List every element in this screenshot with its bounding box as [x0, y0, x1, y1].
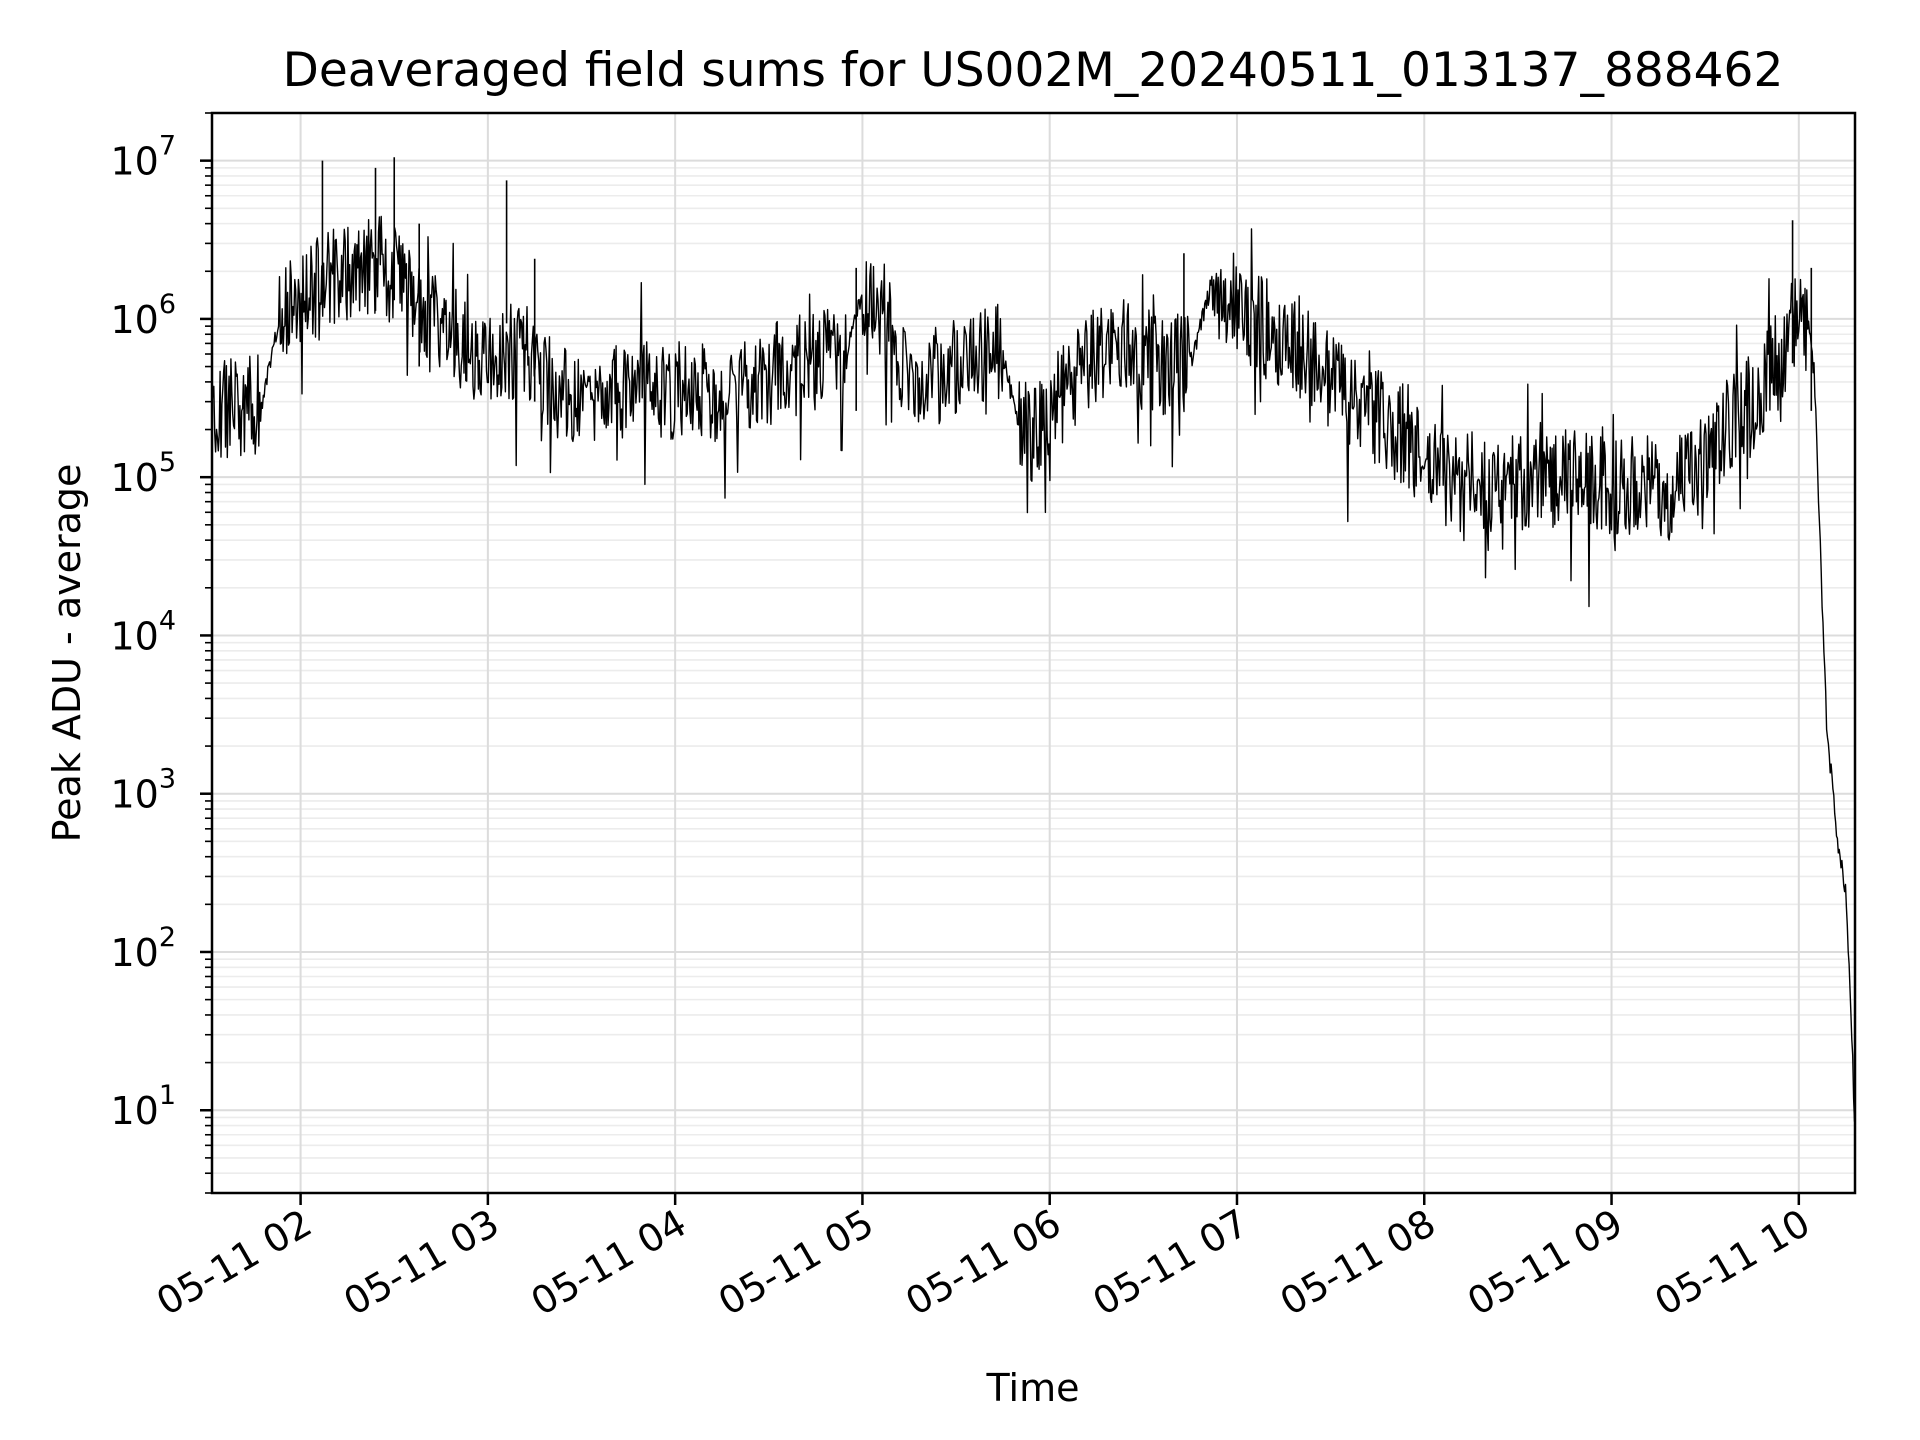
y-tick-base: 10 — [110, 773, 158, 817]
y-tick-label: 103 — [110, 764, 176, 817]
grid — [212, 112, 1855, 1194]
y-tick-exponent: 1 — [159, 1080, 176, 1111]
y-tick-label: 106 — [110, 289, 176, 342]
y-tick-exponent: 3 — [159, 764, 176, 795]
y-tick-base: 10 — [110, 456, 158, 500]
y-tick-base: 10 — [110, 298, 158, 342]
y-tick-exponent: 2 — [159, 922, 176, 953]
chart-title: Deaveraged field sums for US002M_2024051… — [283, 43, 1784, 98]
y-tick-base: 10 — [110, 931, 158, 975]
y-tick-base: 10 — [110, 1089, 158, 1133]
y-tick-exponent: 7 — [159, 131, 176, 162]
y-tick-exponent: 6 — [159, 289, 176, 320]
y-tick-exponent: 5 — [159, 447, 176, 478]
y-tick-label: 102 — [110, 922, 176, 975]
y-axis-label: Peak ADU - average — [45, 464, 89, 843]
y-tick-base: 10 — [110, 614, 158, 658]
y-tick-exponent: 4 — [159, 605, 176, 636]
plot-frame — [210, 111, 1857, 1195]
series-layer — [211, 157, 1856, 1122]
y-tick-label: 104 — [110, 605, 176, 658]
y-tick-label: 101 — [110, 1080, 176, 1133]
x-axis-label: Time — [986, 1366, 1080, 1410]
y-tick-base: 10 — [110, 140, 158, 184]
y-tick-label: 105 — [110, 447, 176, 500]
series-line — [211, 215, 1856, 1122]
y-tick-label: 107 — [110, 131, 176, 184]
